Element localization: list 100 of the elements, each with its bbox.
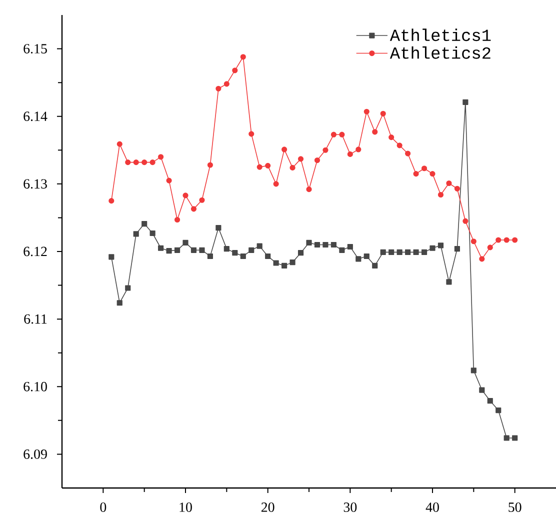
point	[356, 256, 362, 262]
point	[405, 249, 411, 255]
point	[470, 238, 476, 244]
point	[116, 300, 122, 306]
point	[224, 81, 230, 87]
point	[190, 206, 197, 212]
x-tick-label: 20	[261, 502, 274, 512]
point	[396, 249, 402, 255]
point	[182, 240, 188, 246]
point	[190, 247, 197, 253]
point	[421, 249, 428, 255]
point	[125, 285, 131, 291]
point	[273, 260, 279, 266]
point	[347, 151, 353, 157]
point	[446, 180, 452, 186]
point	[454, 246, 460, 252]
point	[322, 242, 328, 248]
point	[388, 249, 394, 255]
point	[405, 150, 411, 156]
point	[166, 178, 172, 184]
y-tick-label: 6.15	[24, 44, 47, 54]
point	[240, 253, 246, 260]
y-tick-label: 6.12	[24, 246, 47, 256]
point	[224, 246, 230, 252]
point	[430, 245, 436, 251]
point	[364, 253, 370, 260]
point	[314, 242, 320, 248]
point	[413, 171, 419, 177]
point	[174, 216, 180, 223]
x-tick-label: 30	[344, 502, 357, 512]
x-tick-label: 50	[508, 502, 522, 512]
point	[150, 230, 156, 236]
point	[380, 110, 386, 116]
x-tick-label: 40	[426, 502, 439, 512]
point	[290, 164, 296, 170]
point	[356, 146, 362, 152]
point	[430, 171, 436, 177]
point	[347, 244, 353, 250]
point	[133, 231, 139, 237]
point	[479, 256, 485, 262]
point	[330, 132, 336, 138]
point	[479, 387, 485, 393]
point	[487, 398, 493, 404]
point	[158, 245, 164, 251]
point	[116, 141, 122, 147]
point	[504, 237, 510, 243]
point	[364, 108, 370, 114]
point	[265, 253, 271, 260]
point	[166, 248, 172, 254]
point	[282, 262, 288, 268]
point	[298, 156, 304, 162]
point	[396, 142, 402, 148]
point	[372, 262, 378, 268]
point	[512, 435, 518, 441]
point	[142, 221, 148, 227]
point	[438, 192, 444, 198]
point	[182, 192, 188, 198]
point	[388, 134, 394, 140]
point	[256, 243, 262, 249]
y-tick-label: 6.10	[24, 382, 47, 392]
point	[438, 242, 444, 248]
point	[248, 131, 254, 137]
point	[248, 247, 254, 253]
point	[216, 86, 222, 92]
x-tick-label: 10	[180, 502, 192, 512]
point	[496, 408, 502, 414]
point	[240, 54, 246, 60]
point	[158, 154, 164, 160]
y-tick-label: 6.14	[24, 112, 48, 122]
point	[232, 250, 238, 256]
point	[487, 244, 493, 250]
point	[108, 254, 114, 260]
y-tick-label: 6.09	[24, 449, 47, 459]
point	[216, 225, 222, 231]
point	[256, 164, 262, 170]
x-tick-label: 0	[100, 502, 106, 512]
point	[322, 147, 328, 153]
point	[298, 250, 304, 256]
point	[273, 181, 279, 187]
point	[380, 249, 386, 255]
point	[314, 157, 320, 164]
point	[306, 240, 312, 246]
point	[504, 435, 510, 441]
point	[339, 247, 345, 253]
point	[133, 160, 139, 166]
point	[372, 129, 378, 135]
point	[413, 249, 419, 255]
y-tick-label: 6.11	[24, 314, 47, 324]
legend-label: Athletics1	[390, 28, 491, 42]
point	[108, 198, 114, 204]
point	[207, 162, 213, 168]
point	[470, 368, 476, 374]
point	[446, 279, 452, 285]
point	[199, 247, 205, 253]
point	[496, 237, 502, 243]
point	[142, 160, 148, 166]
legend-label: Athletics2	[390, 46, 490, 59]
point	[150, 160, 156, 166]
point	[330, 242, 336, 248]
point	[125, 160, 131, 166]
